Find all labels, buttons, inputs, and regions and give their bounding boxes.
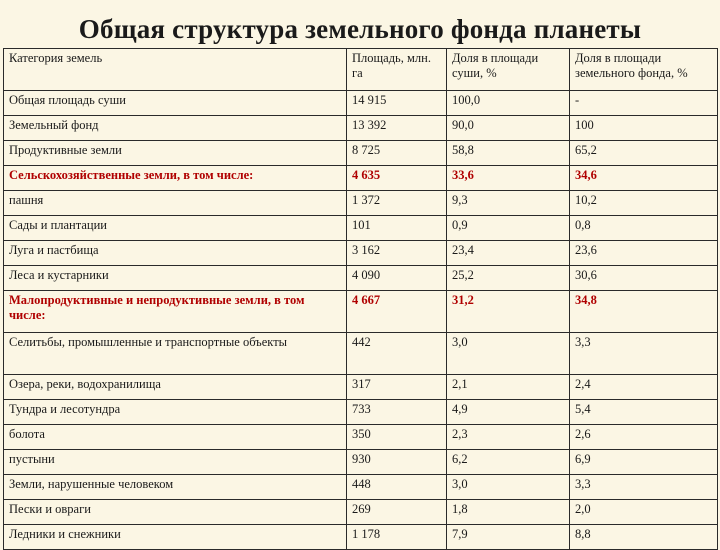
fund-share-cell: 2,6 (569, 424, 718, 450)
table-header-row: Категория земель Площадь, млн. га Доля в… (3, 48, 718, 91)
area-cell: 13 392 (346, 115, 447, 141)
area-cell: 350 (346, 424, 447, 450)
fund-share-cell: 3,3 (569, 474, 718, 500)
table-row: Ледники и снежники 1 178 7,9 8,8 (3, 524, 718, 550)
area-cell: 1 372 (346, 190, 447, 216)
land-share-cell: 6,2 (446, 449, 570, 475)
land-share-cell: 33,6 (446, 165, 570, 191)
land-share-cell: 2,3 (446, 424, 570, 450)
area-cell: 4 090 (346, 265, 447, 291)
table-row: Земли, нарушенные человеком 448 3,0 3,3 (3, 474, 718, 500)
land-share-cell: 100,0 (446, 90, 570, 116)
category-cell: пашня (3, 190, 347, 216)
category-cell: Пески и овраги (3, 499, 347, 525)
table-row: Земельный фонд 13 392 90,0 100 (3, 115, 718, 141)
area-cell: 448 (346, 474, 447, 500)
category-cell: Сады и плантации (3, 215, 347, 241)
category-cell: Ледники и снежники (3, 524, 347, 550)
fund-share-cell: 100 (569, 115, 718, 141)
land-fund-table: Категория земель Площадь, млн. га Доля в… (3, 48, 718, 550)
category-cell: Продуктивные земли (3, 140, 347, 166)
category-cell: Леса и кустарники (3, 265, 347, 291)
area-cell: 317 (346, 374, 447, 400)
table-row: Продуктивные земли 8 725 58,8 65,2 (3, 140, 718, 166)
fund-share-cell: 10,2 (569, 190, 718, 216)
land-share-cell: 0,9 (446, 215, 570, 241)
table-row: Леса и кустарники 4 090 25,2 30,6 (3, 265, 718, 291)
category-cell: пустыни (3, 449, 347, 475)
area-cell: 930 (346, 449, 447, 475)
land-share-cell: 90,0 (446, 115, 570, 141)
page-title: Общая структура земельного фонда планеты (78, 14, 642, 44)
table-row: болота 350 2,3 2,6 (3, 424, 718, 450)
table-row: Луга и пастбища 3 162 23,4 23,6 (3, 240, 718, 266)
table-row: Тундра и лесотундра 733 4,9 5,4 (3, 399, 718, 425)
fund-share-cell: 34,8 (569, 290, 718, 333)
area-cell: 442 (346, 332, 447, 375)
area-cell: 14 915 (346, 90, 447, 116)
category-cell: Сельскохозяйственные земли, в том числе: (3, 165, 347, 191)
area-cell: 8 725 (346, 140, 447, 166)
table-row: Пески и овраги 269 1,8 2,0 (3, 499, 718, 525)
table-row: пустыни 930 6,2 6,9 (3, 449, 718, 475)
table-row: Озера, реки, водохранилища 317 2,1 2,4 (3, 374, 718, 400)
land-share-cell: 58,8 (446, 140, 570, 166)
category-cell: Земли, нарушенные человеком (3, 474, 347, 500)
table-row: Малопродуктивные и непродуктивные земли,… (3, 290, 718, 333)
land-share-cell: 4,9 (446, 399, 570, 425)
header-cell-area: Площадь, млн. га (346, 48, 447, 91)
fund-share-cell: 2,4 (569, 374, 718, 400)
land-share-cell: 7,9 (446, 524, 570, 550)
area-cell: 1 178 (346, 524, 447, 550)
land-share-cell: 2,1 (446, 374, 570, 400)
category-cell: Озера, реки, водохранилища (3, 374, 347, 400)
fund-share-cell: 23,6 (569, 240, 718, 266)
category-cell: Тундра и лесотундра (3, 399, 347, 425)
fund-share-cell: 0,8 (569, 215, 718, 241)
land-share-cell: 9,3 (446, 190, 570, 216)
fund-share-cell: 2,0 (569, 499, 718, 525)
area-cell: 4 667 (346, 290, 447, 333)
land-share-cell: 31,2 (446, 290, 570, 333)
header-cell-category: Категория земель (3, 48, 347, 91)
land-share-cell: 25,2 (446, 265, 570, 291)
table-row: Общая площадь суши 14 915 100,0- (3, 90, 718, 116)
fund-share-cell: 30,6 (569, 265, 718, 291)
category-cell: Луга и пастбища (3, 240, 347, 266)
area-cell: 269 (346, 499, 447, 525)
fund-share-cell: 5,4 (569, 399, 718, 425)
header-cell-land-share: Доля в площади суши, % (446, 48, 570, 91)
fund-share-cell: 65,2 (569, 140, 718, 166)
fund-share-cell: - (569, 90, 718, 116)
area-cell: 3 162 (346, 240, 447, 266)
table-row: пашня 1 372 9,3 10,2 (3, 190, 718, 216)
fund-share-cell: 6,9 (569, 449, 718, 475)
category-cell: Земельный фонд (3, 115, 347, 141)
header-cell-fund-share: Доля в площади земельного фонда, % (569, 48, 718, 91)
category-cell: болота (3, 424, 347, 450)
land-share-cell: 3,0 (446, 332, 570, 375)
category-cell: Малопродуктивные и непродуктивные земли,… (3, 290, 347, 333)
fund-share-cell: 34,6 (569, 165, 718, 191)
land-share-cell: 3,0 (446, 474, 570, 500)
category-cell: Селитьбы, промышленные и транспортные об… (3, 332, 347, 375)
fund-share-cell: 8,8 (569, 524, 718, 550)
land-share-cell: 1,8 (446, 499, 570, 525)
category-cell: Общая площадь суши (3, 90, 347, 116)
table-row: Сельскохозяйственные земли, в том числе:… (3, 165, 718, 191)
land-share-cell: 23,4 (446, 240, 570, 266)
area-cell: 4 635 (346, 165, 447, 191)
fund-share-cell: 3,3 (569, 332, 718, 375)
area-cell: 733 (346, 399, 447, 425)
table-row: Селитьбы, промышленные и транспортные об… (3, 332, 718, 375)
table-row: Сады и плантации 101 0,9 0,8 (3, 215, 718, 241)
area-cell: 101 (346, 215, 447, 241)
